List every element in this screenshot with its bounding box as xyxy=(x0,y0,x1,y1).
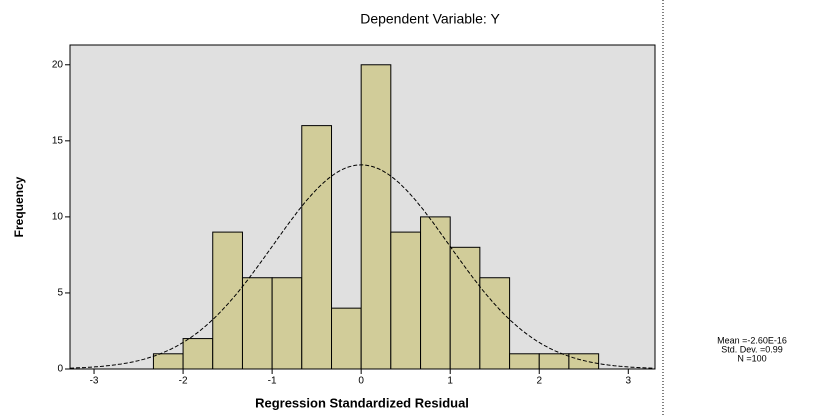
x-tick-label: -3 xyxy=(90,376,99,387)
x-tick-label: 3 xyxy=(626,376,632,387)
stats-label: Std. Dev. =0.99 xyxy=(721,344,783,354)
bar xyxy=(479,277,511,370)
bar xyxy=(538,353,570,370)
x-tick-label: 1 xyxy=(447,376,453,387)
bar xyxy=(152,353,184,370)
x-tick-label: 2 xyxy=(536,376,542,387)
y-axis-label: Frequency xyxy=(12,176,26,237)
bar xyxy=(182,338,214,370)
y-tick-label: 20 xyxy=(52,59,64,70)
y-tick-label: 5 xyxy=(57,288,63,299)
bar xyxy=(568,353,600,370)
bar xyxy=(420,216,451,370)
y-tick-label: 10 xyxy=(52,212,64,223)
stats-label: Mean =-2.60E-16 xyxy=(717,335,787,345)
x-tick-label: 0 xyxy=(358,376,364,387)
y-tick-label: 15 xyxy=(52,135,64,146)
plot-frame xyxy=(69,44,656,370)
x-tick-label: -1 xyxy=(268,376,277,387)
bar xyxy=(509,353,540,370)
x-tick-label: -2 xyxy=(179,376,188,387)
y-tick-label: 0 xyxy=(57,364,63,375)
bar xyxy=(360,64,392,370)
x-axis-label: Regression Standardized Residual xyxy=(255,395,469,410)
normal-curve xyxy=(70,164,655,369)
bar xyxy=(390,231,422,370)
chart-title: Dependent Variable: Y xyxy=(360,11,500,27)
bar xyxy=(449,246,481,370)
bar xyxy=(271,277,303,370)
bar xyxy=(331,307,362,370)
stats-label: N =100 xyxy=(737,353,766,363)
bar xyxy=(301,125,333,370)
bar xyxy=(212,231,243,370)
bar xyxy=(241,277,273,370)
